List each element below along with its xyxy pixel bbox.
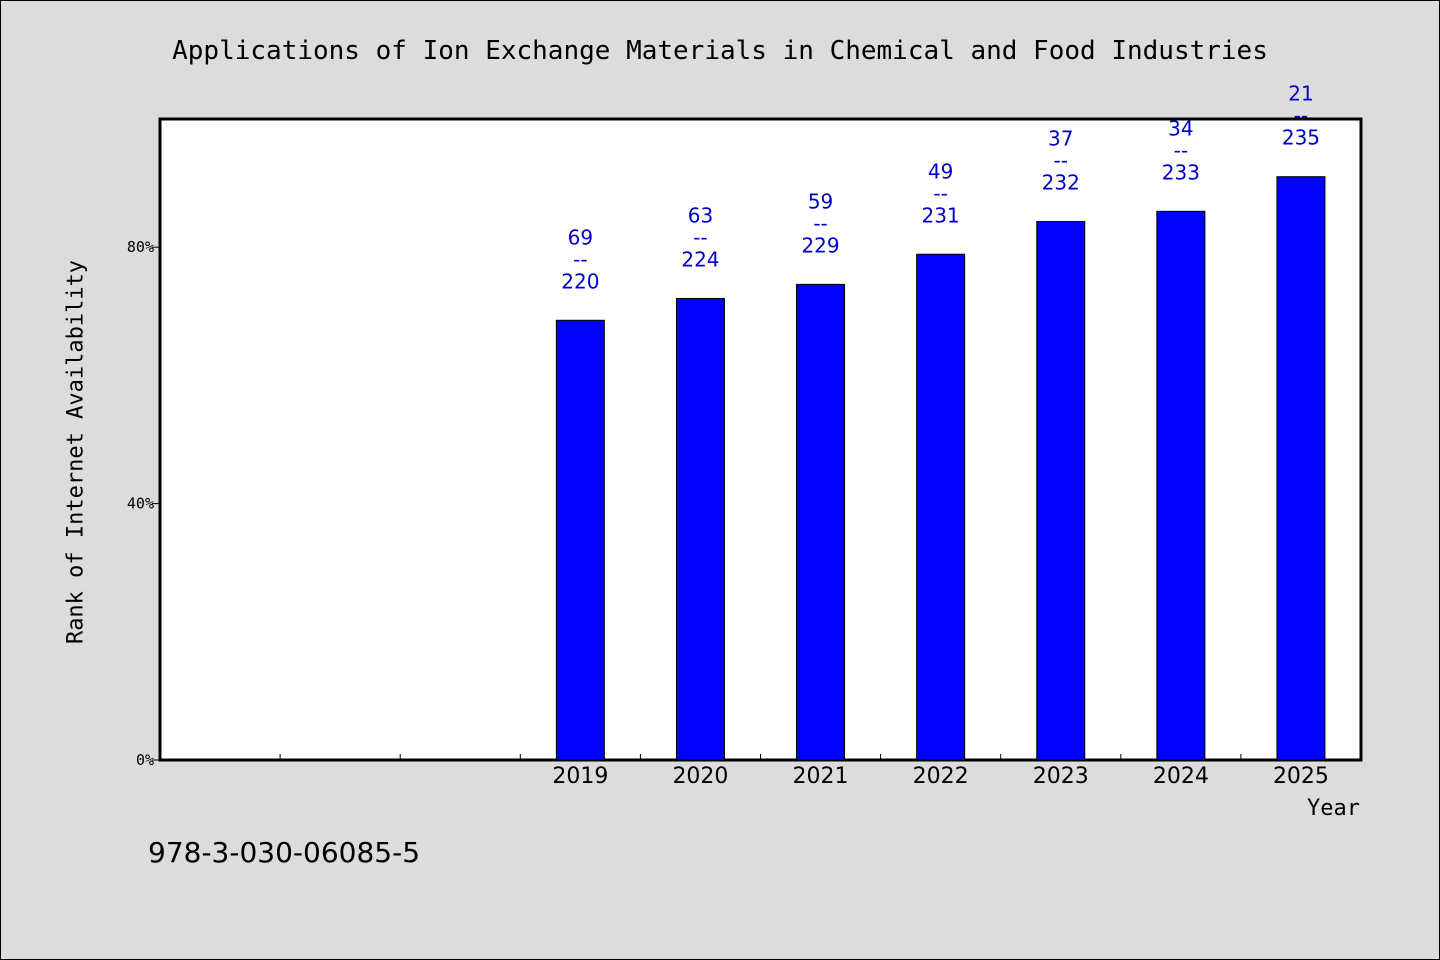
data-label: -- <box>1174 138 1188 162</box>
y-tick-label: 0% <box>136 751 154 769</box>
data-label: -- <box>813 211 827 235</box>
data-label: 34 <box>1168 116 1193 140</box>
data-label: 232 <box>1042 171 1080 195</box>
x-tick-label: 2025 <box>1273 764 1329 789</box>
bar <box>1036 221 1086 761</box>
bars <box>555 176 1326 761</box>
data-label: 233 <box>1162 160 1200 184</box>
x-tick-label: 2023 <box>1033 764 1089 789</box>
bar <box>555 319 605 761</box>
data-label: 59 <box>808 189 833 213</box>
x-axis: 2019 2020 2021 2022 2023 2024 2025 <box>279 754 1329 789</box>
bar <box>916 253 966 761</box>
x-tick-label: 2024 <box>1153 764 1209 789</box>
data-label: -- <box>573 247 587 271</box>
isbn-text: 978-3-030-06085-5 <box>148 836 421 869</box>
y-tick-label: 40% <box>127 495 154 513</box>
y-tick-label: 80% <box>127 238 154 256</box>
x-tick-label: 2020 <box>672 764 728 789</box>
x-axis-label: Year <box>1307 796 1360 821</box>
bar <box>1156 210 1206 761</box>
bar <box>675 297 725 761</box>
data-label: 235 <box>1282 126 1320 150</box>
data-label: 37 <box>1048 127 1073 151</box>
bar <box>1276 176 1326 761</box>
x-tick-label: 2022 <box>913 764 969 789</box>
data-label: 69 <box>568 225 593 249</box>
data-label: 49 <box>928 159 953 183</box>
x-tick-label: 2019 <box>552 764 608 789</box>
data-label: -- <box>1054 149 1068 173</box>
data-label: -- <box>933 181 947 205</box>
x-tick-label: 2021 <box>793 764 849 789</box>
data-label: 63 <box>688 203 713 227</box>
bar <box>796 283 846 761</box>
data-label: 229 <box>801 233 839 257</box>
chart-title: Applications of Ion Exchange Materials i… <box>172 36 1268 66</box>
data-label: 21 <box>1288 82 1313 106</box>
data-label: -- <box>693 225 707 249</box>
data-label: -- <box>1294 104 1308 128</box>
y-axis: 0% 40% 80% <box>127 238 160 769</box>
data-labels: 69--22063--22459--22949--23137--23234--2… <box>561 82 1320 294</box>
data-label: 231 <box>922 203 960 227</box>
data-label: 220 <box>561 269 599 293</box>
data-label: 224 <box>681 247 719 271</box>
